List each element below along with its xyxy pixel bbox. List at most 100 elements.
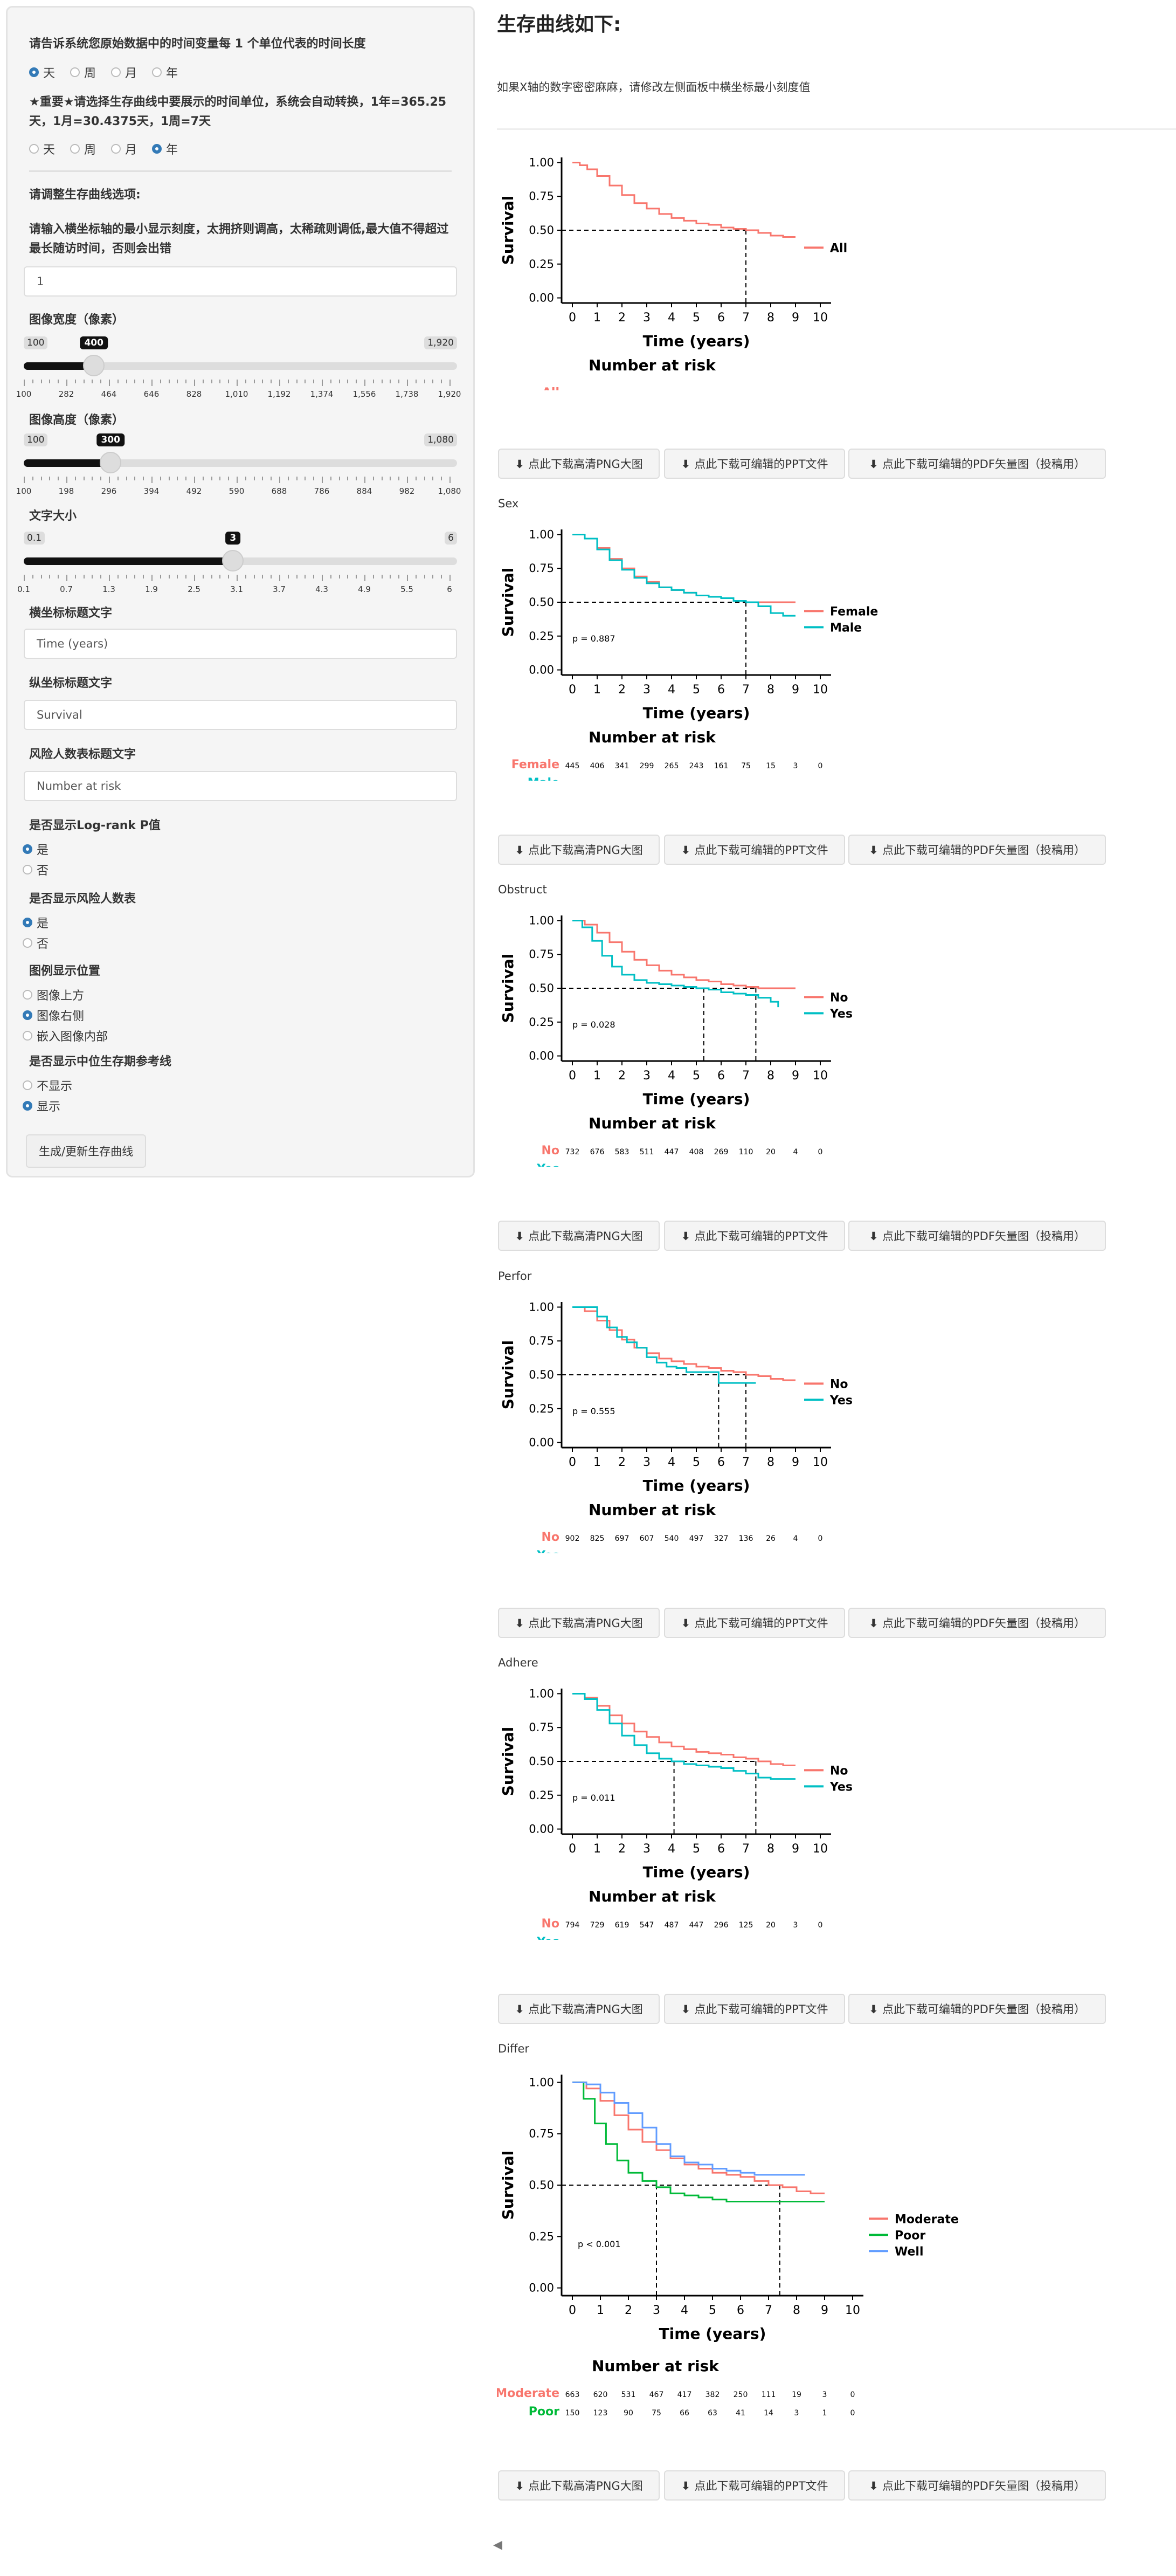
x-tick-label: 4 [668, 1842, 675, 1856]
pvalue-label: p = 0.887 [572, 633, 615, 644]
slider-tick-mark [92, 477, 93, 480]
risk-table-value: 99 [617, 1939, 627, 1940]
x-tick-label: 4 [668, 683, 675, 697]
slider-tick-mark [83, 477, 85, 480]
radio-circle-icon[interactable] [23, 1031, 32, 1041]
legend-option-2[interactable]: 嵌入图像内部 [23, 1025, 108, 1046]
legend-option-0[interactable]: 图像上方 [23, 984, 108, 1005]
time-unit-question: 请告诉系统您原始数据中的时间变量每 1 个单位代表的时间长度 [29, 37, 366, 51]
x-axis-title: Time (years) [643, 1863, 750, 1881]
display-unit-option-1[interactable]: 周 [70, 140, 96, 157]
slider-handle[interactable] [83, 355, 105, 376]
download-ppt-button[interactable]: ⬇ 点此下载可编辑的PPT文件 [664, 835, 845, 865]
radio-circle-icon[interactable] [152, 67, 162, 77]
radio-circle-icon[interactable] [111, 67, 121, 77]
legend-option-1[interactable]: 图像右侧 [23, 1005, 108, 1025]
slider-handle[interactable] [100, 452, 122, 473]
radio-circle-icon[interactable] [111, 144, 121, 154]
display-unit-option-0[interactable]: 天 [29, 140, 55, 157]
slider-tick-mark [296, 575, 298, 578]
download-ppt-button[interactable]: ⬇ 点此下载可编辑的PPT文件 [664, 1994, 845, 2024]
risk-table-value: 150 [565, 2409, 580, 2417]
radio-circle-icon[interactable] [23, 918, 32, 927]
radio-circle-icon[interactable] [29, 67, 39, 77]
x-tick-label: 2 [618, 1069, 626, 1083]
y-tick-label: 0.25 [529, 1016, 554, 1029]
download-pdf-button[interactable]: ⬇ 点此下载可编辑的PDF矢量图（投稿用） [848, 1221, 1106, 1251]
slider-tick-mark [177, 575, 178, 578]
slider-tick-mark [330, 477, 331, 480]
radio-circle-icon[interactable] [23, 1010, 32, 1020]
download-png-button[interactable]: ⬇ 点此下载高清PNG大图 [498, 1994, 660, 2024]
radio-circle-icon[interactable] [23, 865, 32, 874]
risktable-option-0[interactable]: 是 [23, 912, 49, 933]
x-tick-label: 6 [737, 2304, 744, 2317]
risk-table-title-input[interactable]: Number at risk [24, 771, 457, 801]
slider-tick-mark [74, 477, 76, 480]
radio-circle-icon[interactable] [23, 844, 32, 854]
download-png-button[interactable]: ⬇ 点此下载高清PNG大图 [498, 1221, 660, 1251]
download-pdf-button[interactable]: ⬇ 点此下载可编辑的PDF矢量图（投稿用） [848, 835, 1106, 865]
time-unit-option-1[interactable]: 周 [70, 64, 96, 81]
download-pdf-button[interactable]: ⬇ 点此下载可编辑的PDF矢量图（投稿用） [848, 2470, 1106, 2501]
y-axis-title: Survival [499, 196, 517, 265]
download-png-button[interactable]: ⬇ 点此下载高清PNG大图 [498, 835, 660, 865]
y-axis-title: Survival [499, 1727, 517, 1796]
width-slider[interactable]: 100 1,920 400 100 282 464 646 828 1,010 1,192 1,37… [16, 336, 461, 401]
download-ppt-button[interactable]: ⬇ 点此下载可编辑的PPT文件 [664, 449, 845, 479]
radio-circle-icon[interactable] [23, 1101, 32, 1111]
radio-circle-icon[interactable] [23, 938, 32, 948]
download-icon: ⬇ [515, 458, 529, 471]
y-axis-title-input[interactable]: Survival [24, 700, 457, 730]
download-pdf-button[interactable]: ⬇ 点此下载可编辑的PDF矢量图（投稿用） [848, 449, 1106, 479]
radio-label: 嵌入图像内部 [37, 1030, 108, 1044]
slider-tick-mark [245, 575, 246, 578]
pvalue-option-1[interactable]: 否 [23, 859, 49, 880]
median-option-0[interactable]: 不显示 [23, 1075, 72, 1096]
y-axis-title: Survival [499, 1340, 517, 1410]
download-png-button[interactable]: ⬇ 点此下载高清PNG大图 [498, 449, 660, 479]
slider-tick-mark [219, 575, 221, 578]
download-pdf-button[interactable]: ⬇ 点此下载可编辑的PDF矢量图（投稿用） [848, 1608, 1106, 1638]
x-tick-label: 3 [643, 1456, 651, 1469]
radio-circle-icon[interactable] [29, 144, 39, 154]
radio-circle-icon[interactable] [152, 144, 162, 154]
download-ppt-button[interactable]: ⬇ 点此下载可编辑的PPT文件 [664, 1221, 845, 1251]
font-size-slider[interactable]: 0.1 6 3 0.1 0.7 1.3 1.9 2.5 3.1 3.7 4.3 4.9 5.5 6 [17, 532, 457, 596]
download-ppt-button[interactable]: ⬇ 点此下载可编辑的PPT文件 [664, 2470, 845, 2501]
y-tick-label: 0.00 [529, 1436, 554, 1449]
risk-table-value: 382 [705, 2391, 720, 2399]
generate-curve-button[interactable]: 生成/更新生存曲线 [26, 1134, 147, 1168]
time-unit-option-0[interactable]: 天 [29, 64, 55, 81]
slider-tick-mark [441, 575, 442, 578]
display-unit-option-2[interactable]: 月 [111, 140, 137, 157]
risk-table-value: 341 [615, 762, 629, 770]
download-pdf-button[interactable]: ⬇ 点此下载可编辑的PDF矢量图（投稿用） [848, 1994, 1106, 2024]
download-png-button[interactable]: ⬇ 点此下载高清PNG大图 [498, 2470, 660, 2501]
pvalue-option-0[interactable]: 是 [23, 839, 49, 859]
risk-table-value: 64 [691, 1939, 701, 1940]
download-ppt-button[interactable]: ⬇ 点此下载可编辑的PPT文件 [664, 1608, 845, 1638]
download-png-button[interactable]: ⬇ 点此下载高清PNG大图 [498, 1608, 660, 1638]
time-unit-option-3[interactable]: 年 [152, 64, 178, 81]
risktable-option-1[interactable]: 否 [23, 933, 49, 953]
x-axis-title-input[interactable]: Time (years) [24, 629, 457, 659]
median-option-1[interactable]: 显示 [23, 1096, 72, 1116]
x-tick-label: 5 [693, 1842, 700, 1856]
slider-handle[interactable] [222, 550, 244, 571]
radio-circle-icon[interactable] [23, 990, 32, 1000]
min-tick-input[interactable]: 1 [24, 266, 457, 297]
scroll-left-arrow-icon[interactable]: ◀ [493, 2538, 502, 2552]
time-unit-option-2[interactable]: 月 [111, 64, 137, 81]
slider-tick-label: 1,010 [225, 389, 248, 399]
height-slider[interactable]: 100 1,080 300 100 198 296 394 492 590 688 786 884 98… [16, 433, 461, 498]
risk-table-value: 0 [818, 1534, 823, 1543]
radio-circle-icon[interactable] [70, 144, 80, 154]
radio-circle-icon[interactable] [70, 67, 80, 77]
risk-table-value: 125 [739, 1921, 753, 1930]
x-tick-label: 9 [792, 1069, 799, 1083]
y-tick-label: 0.50 [529, 982, 554, 995]
radio-circle-icon[interactable] [23, 1080, 32, 1090]
display-unit-option-3[interactable]: 年 [152, 140, 178, 157]
risk-table-value: 290 [665, 780, 679, 781]
